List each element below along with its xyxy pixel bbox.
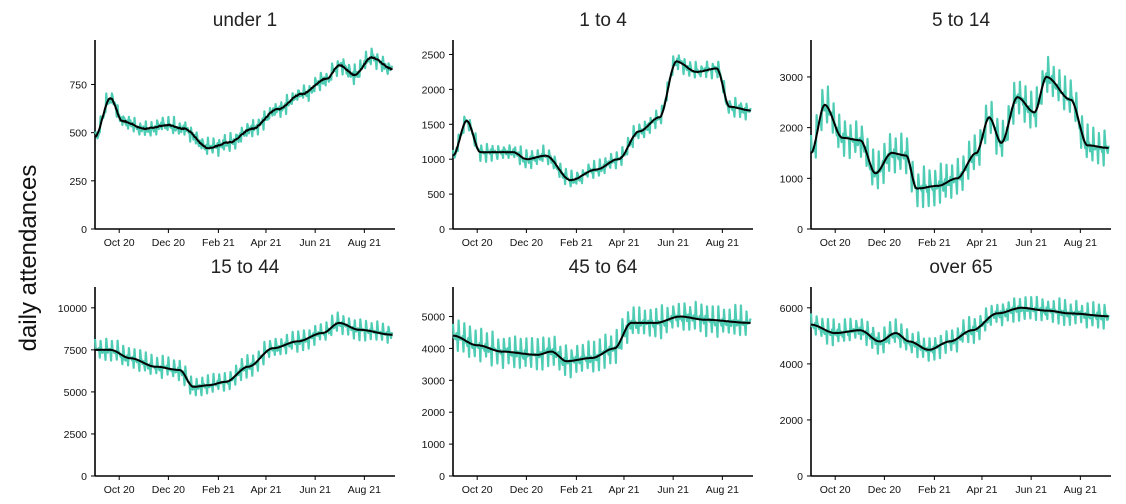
y-tick-label: 500 [69,128,87,140]
x-tick-label: Dec 20 [152,484,185,496]
y-tick-label: 0 [81,471,87,483]
y-tick-label: 10000 [58,303,87,315]
y-tick-label: 2500 [422,49,446,61]
y-tick-label: 0 [797,471,803,483]
y-tick-label: 500 [427,189,445,201]
panel-title: under 1 [213,10,277,31]
y-tick-label: 2000 [780,123,804,135]
panel-title: 15 to 44 [211,257,280,278]
y-tick-label: 1500 [422,119,446,131]
x-tick-label: Jun 21 [657,237,689,249]
daily-series-line [451,300,752,379]
daily-series-line [93,311,394,397]
x-tick-label: Aug 21 [706,484,739,496]
x-tick-label: Apr 21 [250,237,281,249]
panel-title: 45 to 64 [569,257,638,278]
x-tick-label: Oct 20 [820,484,851,496]
x-tick-label: Aug 21 [706,237,739,249]
panel: 1 to 4 0 500 1000 1500 2000 2500 Oct 20 Dec 20 Fe… [422,10,753,249]
x-tick-label: Oct 20 [104,237,135,249]
y-tick-label: 3000 [422,375,446,387]
panel-title: over 65 [929,257,992,278]
y-axis-label: daily attendances [15,165,42,352]
y-tick-label: 1000 [422,439,446,451]
x-tick-label: Feb 21 [560,237,593,249]
y-tick-label: 2000 [422,84,446,96]
x-tick-label: Feb 21 [560,484,593,496]
y-tick-label: 0 [439,224,445,236]
y-tick-label: 250 [69,176,87,188]
panel-title: 5 to 14 [932,10,991,31]
x-tick-label: Oct 20 [104,484,135,496]
smoothed-series-line [810,306,1109,351]
x-tick-label: Jun 21 [299,484,331,496]
x-tick-label: Dec 20 [510,237,543,249]
smoothed-series-line [94,56,393,150]
panel-grid: under 1 0 250 500 750 Oct 20 Dec 20 Feb 21 Apr 2… [58,10,1111,496]
x-tick-label: Apr 21 [608,237,639,249]
y-tick-label: 5000 [64,387,88,399]
x-tick-label: Feb 21 [202,237,235,249]
x-tick-label: Apr 21 [966,237,997,249]
daily-series-line [94,47,394,157]
panel: over 65 0 2000 4000 6000 Oct 20 Dec 20 Feb 21 Ap… [780,257,1111,496]
x-tick-label: Apr 21 [250,484,281,496]
panel-title: 1 to 4 [579,10,627,31]
y-tick-label: 750 [69,79,87,91]
x-tick-label: Aug 21 [348,484,381,496]
x-tick-label: Dec 20 [868,237,901,249]
x-tick-label: Aug 21 [1064,484,1097,496]
y-tick-label: 1000 [780,173,804,185]
x-tick-label: Feb 21 [918,237,951,249]
x-tick-label: Oct 20 [820,237,851,249]
x-tick-label: Dec 20 [152,237,185,249]
y-tick-label: 1000 [422,154,446,166]
y-tick-label: 4000 [422,343,446,355]
daily-series-line [809,295,1110,362]
x-tick-label: Aug 21 [348,237,381,249]
y-tick-label: 0 [439,471,445,483]
x-tick-label: Jun 21 [657,484,689,496]
panel: 15 to 44 0 2500 5000 7500 10000 Oct 20 Dec 20 Fe… [58,257,395,496]
daily-series-line [809,55,1110,209]
x-tick-label: Apr 21 [966,484,997,496]
x-tick-label: Oct 20 [462,237,493,249]
x-tick-label: Jun 21 [299,237,331,249]
panel: 45 to 64 0 1000 2000 3000 4000 5000 Oct 20 Dec 2… [422,257,753,496]
y-tick-label: 4000 [780,359,804,371]
y-tick-label: 2500 [64,429,88,441]
panel: 5 to 14 0 1000 2000 3000 Oct 20 Dec 20 Feb 21 Ap… [780,10,1111,249]
x-tick-label: Feb 21 [202,484,235,496]
y-tick-label: 0 [797,224,803,236]
x-tick-label: Aug 21 [1064,237,1097,249]
x-tick-label: Oct 20 [462,484,493,496]
smoothed-series-line [452,60,752,182]
y-tick-label: 2000 [780,415,804,427]
x-tick-label: Jun 21 [1015,237,1047,249]
panel: under 1 0 250 500 750 Oct 20 Dec 20 Feb 21 Apr 2… [69,10,395,249]
y-tick-label: 7500 [64,345,88,357]
y-tick-label: 5000 [422,312,446,324]
smoothed-series-line [810,75,1109,190]
x-tick-label: Apr 21 [608,484,639,496]
x-tick-label: Jun 21 [1015,484,1047,496]
x-tick-label: Feb 21 [918,484,951,496]
smoothed-series-line [452,315,751,363]
y-tick-label: 3000 [780,72,804,84]
y-tick-label: 0 [81,224,87,236]
y-tick-label: 2000 [422,407,446,419]
x-tick-label: Dec 20 [868,484,901,496]
x-tick-label: Dec 20 [510,484,543,496]
smoothed-series-line [94,321,393,388]
y-tick-label: 6000 [780,303,804,315]
